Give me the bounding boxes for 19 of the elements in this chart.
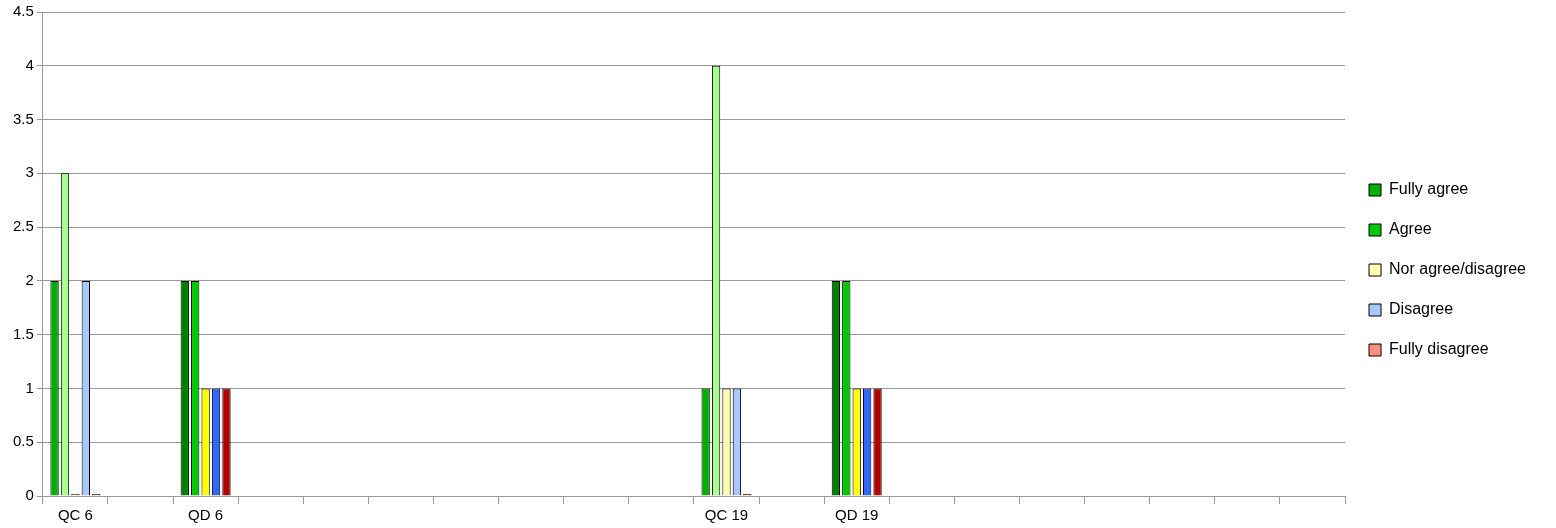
y-tick-label: 1.5 — [12, 324, 34, 342]
y-tick-label: 4.5 — [12, 2, 34, 20]
legend-label: Fully agree — [1389, 180, 1469, 198]
x-tick-label: QC 6 — [57, 506, 93, 524]
legend-label: Fully disagree — [1389, 340, 1489, 358]
legend-label: Agree — [1389, 220, 1432, 238]
x-tick-label: QD 6 — [188, 506, 224, 524]
y-tick-label: 0.5 — [12, 432, 34, 450]
y-tick-label: 0 — [25, 486, 34, 504]
y-tick-label: 2 — [25, 271, 34, 289]
y-tick-label: 2.5 — [12, 217, 34, 235]
y-tick-label: 1 — [25, 378, 34, 396]
y-tick-label: 3.5 — [12, 109, 34, 127]
legend-label: Disagree — [1389, 300, 1454, 318]
legend-label: Nor agree/disagree — [1389, 260, 1527, 278]
y-tick-label: 4 — [25, 55, 34, 73]
x-tick-label: QC 19 — [704, 506, 749, 524]
x-tick-label: QD 19 — [835, 506, 879, 524]
y-tick-label: 3 — [25, 163, 34, 181]
